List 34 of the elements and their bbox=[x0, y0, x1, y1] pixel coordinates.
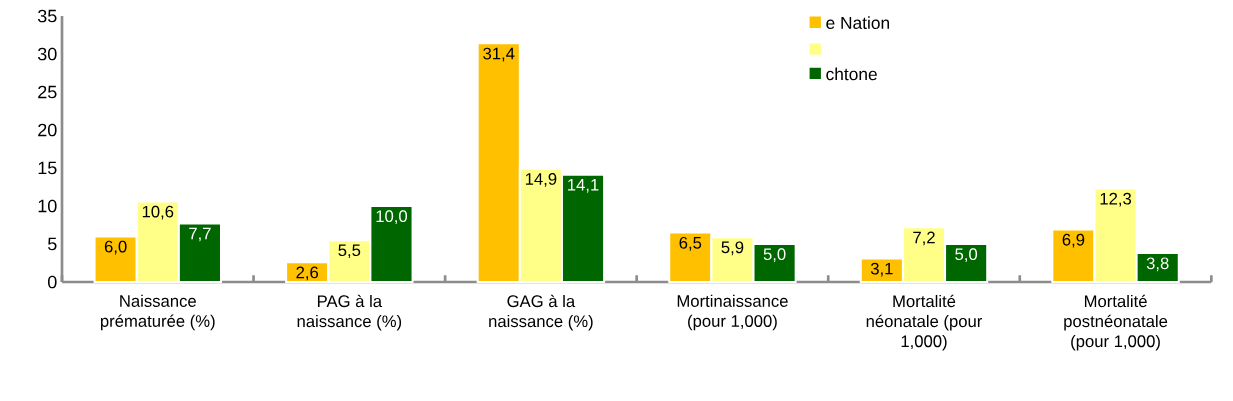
y-tick-label: 35 bbox=[37, 9, 57, 23]
data-label: 7,7 bbox=[189, 227, 211, 242]
data-label: 2,6 bbox=[296, 266, 319, 281]
legend-label: chtone bbox=[826, 67, 877, 81]
data-label: 14,1 bbox=[568, 179, 599, 193]
y-tick-label: 10 bbox=[38, 199, 57, 213]
legend-label: e Nation bbox=[826, 16, 889, 30]
data-label: 6,5 bbox=[679, 236, 702, 251]
data-label: 5,5 bbox=[338, 244, 361, 259]
y-tick-label: 25 bbox=[38, 85, 57, 99]
data-label: 14,9 bbox=[525, 173, 557, 187]
y-tick-label: 15 bbox=[38, 161, 57, 175]
data-label: 7,2 bbox=[913, 231, 935, 246]
x-tick-label: Mortalité néonatale (pour 1,000) bbox=[866, 294, 983, 351]
data-label: 6,9 bbox=[1062, 233, 1085, 248]
data-label: 31,4 bbox=[483, 47, 515, 62]
x-tick-label: Mortalité postnéonatale (pour 1,000) bbox=[1064, 294, 1168, 351]
data-label: 6,0 bbox=[104, 240, 127, 255]
data-label: 5,0 bbox=[955, 248, 978, 263]
y-tick-label: 0 bbox=[47, 275, 57, 289]
x-tick-label: GAG à la naissance (%) bbox=[489, 294, 593, 331]
data-label: 5,0 bbox=[763, 248, 786, 263]
x-tick-label: PAG à la naissance (%) bbox=[297, 294, 402, 331]
data-label: 3,8 bbox=[1146, 257, 1169, 272]
x-tick-label: Mortinaissance (pour 1,000) bbox=[677, 294, 788, 331]
y-tick-label: 20 bbox=[38, 123, 57, 137]
x-tick-label: Naissance prématurée (%) bbox=[100, 294, 215, 331]
y-tick-label: 30 bbox=[37, 47, 57, 61]
data-label: 3,1 bbox=[870, 262, 893, 277]
y-tick-label: 5 bbox=[47, 237, 57, 251]
data-label: 12,3 bbox=[1100, 192, 1132, 207]
data-label: 10,6 bbox=[142, 205, 174, 220]
data-label: 5,9 bbox=[721, 241, 744, 256]
data-label: 10,0 bbox=[376, 210, 408, 225]
